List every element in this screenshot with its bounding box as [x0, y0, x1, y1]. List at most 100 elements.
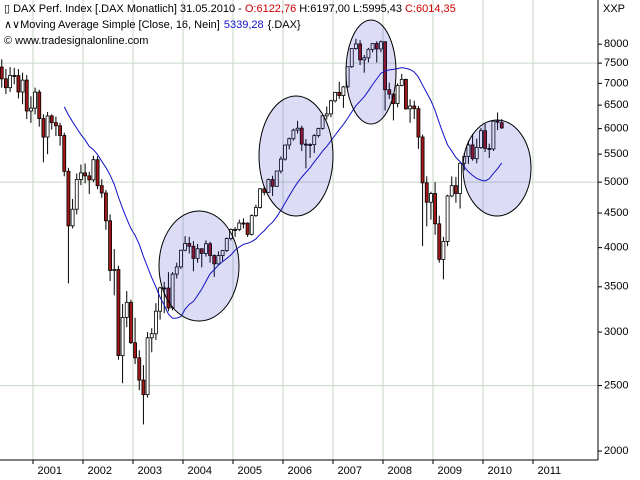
candle-body	[341, 86, 346, 96]
candle-body	[458, 162, 462, 194]
x-tick-label: 2009	[438, 465, 462, 477]
y-tick-label: 8000	[604, 38, 628, 50]
candle-body	[129, 301, 133, 344]
candle-body	[174, 266, 179, 275]
candle-body	[408, 105, 412, 110]
x-tick-label: 2011	[538, 465, 562, 477]
candle-body	[208, 243, 212, 256]
y-tick-label: 7000	[604, 77, 628, 89]
ma-value: 5339,28	[224, 19, 264, 31]
candle-body	[45, 115, 50, 138]
highlight-circles	[158, 19, 532, 322]
y-tick-label: 3500	[604, 281, 628, 293]
candle-body	[454, 185, 458, 194]
candle-body	[8, 75, 12, 89]
moving-average-line	[63, 67, 503, 319]
candle-body	[191, 245, 196, 259]
candle-body	[137, 357, 142, 381]
candle-body	[312, 135, 317, 146]
ma-symbol: {.DAX}	[268, 19, 301, 31]
candle-body	[95, 159, 100, 187]
candle-body	[29, 107, 33, 112]
y-tick-label: 2500	[604, 379, 628, 391]
x-tick-label: 2005	[238, 465, 262, 477]
candle-body	[283, 144, 287, 160]
candle-body	[362, 57, 367, 61]
candle-body	[58, 125, 62, 136]
candle-body	[308, 144, 312, 146]
candle-body	[212, 255, 217, 265]
x-tick-label: 2006	[288, 465, 312, 477]
candle-body	[279, 158, 283, 172]
candle-body	[99, 185, 104, 194]
candle-body	[370, 43, 375, 50]
candle-body	[12, 75, 17, 77]
candle-body	[24, 79, 29, 112]
candle-body	[466, 144, 471, 157]
candle-body	[220, 250, 225, 256]
candle-body	[474, 147, 479, 160]
title: DAX Perf. Index [.DAX Monatlich] 31.05.2…	[13, 3, 245, 15]
x-tick-label: 2010	[488, 465, 512, 477]
candle-body	[154, 310, 158, 335]
candle-body	[324, 113, 329, 117]
source: © www.tradesignalonline.com	[4, 35, 148, 47]
candle-body	[4, 78, 8, 89]
candle-body	[145, 337, 150, 396]
candle-body	[254, 207, 258, 217]
highlight-circle	[345, 19, 397, 125]
candle-body	[329, 100, 333, 115]
candle-body	[399, 78, 404, 86]
chart-title: ▯ DAX Perf. Index [.DAX Monatlich] 31.05…	[4, 3, 456, 15]
candle-body	[433, 193, 437, 225]
candle-body	[120, 317, 125, 356]
candle-body	[404, 78, 408, 110]
candle-body	[491, 120, 496, 150]
x-tick-label: 2004	[188, 465, 212, 477]
axes: 2000 2500 3000 3500 4000 4500 5000 5500 6000 6500…	[32, 38, 628, 477]
legend-icon: ∧∨	[4, 19, 20, 31]
close-value: C:6014,35	[405, 3, 456, 15]
candle-body	[204, 243, 208, 254]
highlight-circle	[158, 210, 240, 322]
candle-body	[287, 138, 292, 146]
candle-body	[241, 222, 246, 225]
candle-body	[233, 229, 237, 231]
candle-body	[83, 172, 87, 177]
candle-body	[149, 333, 154, 339]
candle-body	[445, 195, 450, 242]
x-tick-label: 2001	[38, 465, 62, 477]
candle-body	[495, 120, 500, 123]
candle-body	[133, 342, 137, 359]
x-tick-label: 2003	[138, 465, 162, 477]
candle-body	[333, 91, 337, 102]
candle-body	[274, 170, 279, 187]
candle-body	[33, 91, 37, 109]
plot	[0, 38, 504, 425]
highlight-circle	[258, 95, 334, 217]
candle-body	[295, 127, 300, 131]
candle-body	[37, 91, 42, 120]
indicator-legend: ∧∨Moving Average Simple [Close, 16, Nein…	[4, 19, 301, 31]
candle-body	[470, 144, 475, 160]
candle-body	[383, 41, 387, 91]
candle-body	[424, 182, 429, 203]
candle-body	[41, 118, 46, 138]
candle-body	[320, 115, 325, 129]
candle-body	[395, 85, 400, 104]
candle-body	[266, 179, 271, 193]
candle-body	[420, 136, 425, 184]
candle-body	[116, 269, 121, 356]
candle-body	[16, 75, 21, 93]
y-tick-label: 6000	[604, 123, 628, 135]
corner-label: XXP	[603, 3, 625, 15]
candle-body	[366, 48, 371, 59]
candle-body	[104, 192, 108, 222]
x-tick-label: 2007	[338, 465, 362, 477]
candle-body	[216, 255, 221, 265]
candle-body	[479, 130, 483, 148]
candle-body	[62, 135, 67, 172]
candle-body	[237, 222, 242, 230]
candle-body	[349, 48, 354, 68]
